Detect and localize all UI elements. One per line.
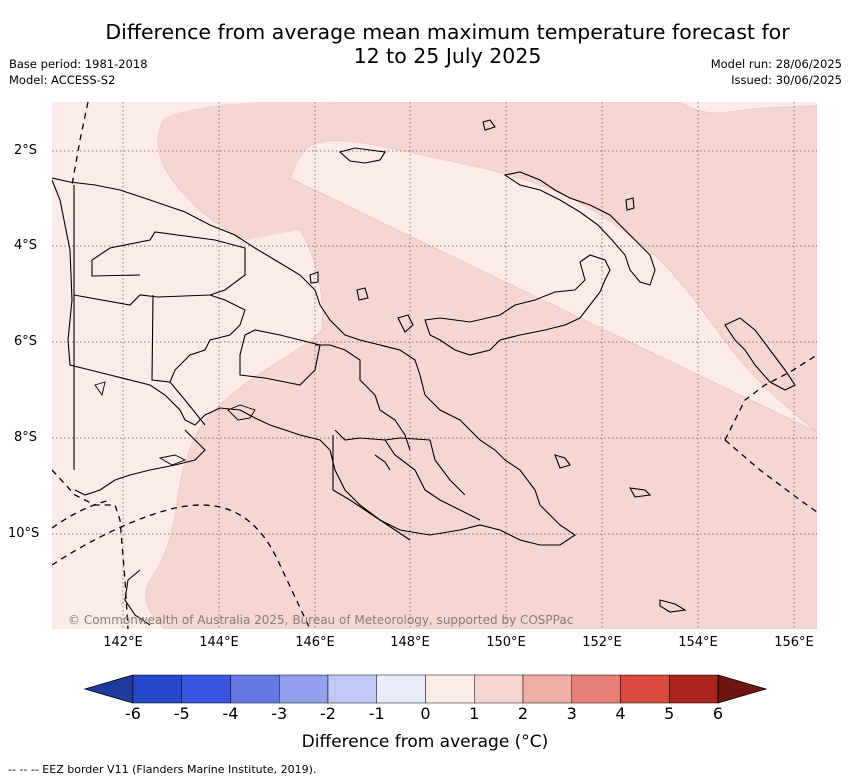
lon-label-154e: 154°E <box>678 635 718 650</box>
base-period-info: Base period: 1981-2018 Model: ACCESS-S2 <box>9 56 148 88</box>
lat-label-6s: 6°S <box>14 334 38 349</box>
colorbar-tick-label: 5 <box>664 704 675 723</box>
colorbar-segment <box>230 674 280 704</box>
colorbar-segment <box>132 674 182 704</box>
colorbar-segment <box>669 674 719 704</box>
lon-label-142e: 142°E <box>103 635 143 650</box>
lon-label-146e: 146°E <box>295 635 335 650</box>
issued-date: Issued: 30/06/2025 <box>731 73 842 87</box>
map-title: Difference from average mean maximum tem… <box>80 20 815 68</box>
lat-label-2s: 2°S <box>14 143 38 158</box>
lon-label-150e: 150°E <box>486 635 526 650</box>
model-name: Model: ACCESS-S2 <box>9 73 116 87</box>
colorbar-tick-label: 0 <box>420 704 431 723</box>
copyright-notice: © Commonwealth of Australia 2025, Bureau… <box>68 613 574 627</box>
colorbar-tick-label: -6 <box>125 704 141 723</box>
lon-label-144e: 144°E <box>199 635 239 650</box>
graticule <box>52 102 817 629</box>
coastlines <box>52 119 796 626</box>
lat-label-10s: 10°S <box>8 526 40 541</box>
anomaly-region-1-2 <box>145 102 817 629</box>
title-line-1: Difference from average mean maximum tem… <box>105 20 790 44</box>
colorbar-tick-label: -4 <box>222 704 239 723</box>
eez-borders <box>52 102 817 629</box>
colorbar-tick-label: 2 <box>517 704 529 723</box>
delta-islands <box>94 381 256 466</box>
colorbar-tick-label: -5 <box>173 704 190 723</box>
run-info: Model run: 28/06/2025 Issued: 30/06/2025 <box>711 56 842 88</box>
colorbar-tick-label: -1 <box>368 704 385 723</box>
colorbar-segment <box>474 674 524 704</box>
colorbar-tick-label: -3 <box>271 704 288 723</box>
lon-label-152e: 152°E <box>582 635 622 650</box>
colorbar-arrow-high <box>717 674 768 704</box>
colorbar-segment <box>571 674 621 704</box>
lat-label-4s: 4°S <box>14 238 38 253</box>
colorbar-segment <box>181 674 231 704</box>
colorbar-segment <box>425 674 475 704</box>
colorbar-tick-label: 4 <box>615 704 626 723</box>
colorbar-segment <box>279 674 329 704</box>
colorbar-tick-label: -2 <box>320 704 336 723</box>
eez-footnote: -- -- -- EEZ border V11 (Flanders Marine… <box>8 763 317 776</box>
lon-label-148e: 148°E <box>390 635 430 650</box>
base-period: Base period: 1981-2018 <box>9 57 148 71</box>
colorbar-tick-label: 6 <box>712 704 724 723</box>
colorbar-segment <box>522 674 572 704</box>
map-area <box>52 102 817 629</box>
colorbar-title: Difference from average (°C) <box>301 732 549 752</box>
colorbar-arrow-low <box>83 674 134 704</box>
colorbar-segment <box>327 674 377 704</box>
lat-label-8s: 8°S <box>14 430 38 445</box>
lon-label-156e: 156°E <box>774 635 814 650</box>
model-run-date: Model run: 28/06/2025 <box>710 57 842 71</box>
colorbar-tick-label: 1 <box>469 704 480 723</box>
colorbar-segment <box>620 674 670 704</box>
colorbar-tick-label: 3 <box>566 704 577 723</box>
title-line-2: 12 to 25 July 2025 <box>353 44 542 68</box>
colorbar-segment <box>376 674 426 704</box>
